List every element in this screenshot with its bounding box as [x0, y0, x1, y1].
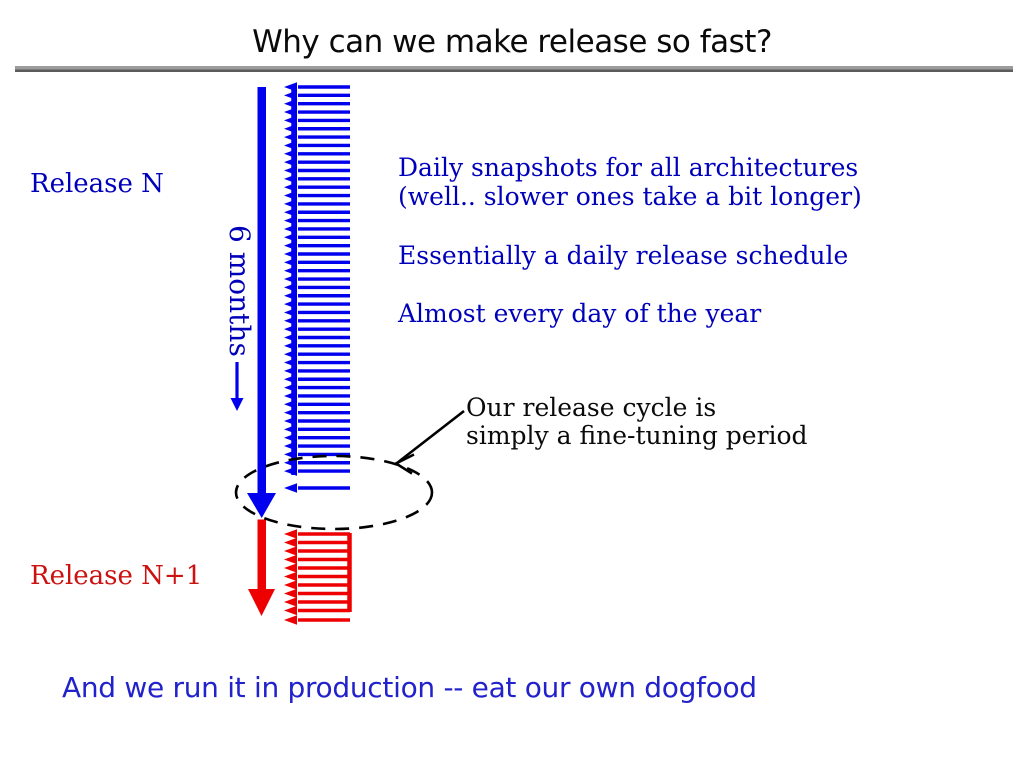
blue-timeline-bar — [257, 87, 266, 494]
snapshot-arrow-head-icon — [284, 307, 297, 318]
snapshot-arrow-head-icon — [284, 274, 297, 284]
snapshot-arrow-head-icon — [284, 324, 297, 334]
snapshot-arrow-head-icon — [284, 597, 297, 607]
release-n-label: Release N — [30, 169, 164, 199]
snapshot-arrow-head-icon — [284, 207, 297, 218]
snapshot-arrow-head-icon — [284, 349, 297, 359]
fine-tuning-callout-line1: Our release cycle is — [466, 393, 717, 422]
release-n-timeline — [247, 82, 350, 518]
snapshot-arrow-head-icon — [284, 571, 297, 582]
note-almost-every-day: Almost every day of the year — [398, 299, 762, 328]
snapshot-arrow-head-icon — [284, 416, 297, 426]
snapshot-arrow-head-icon — [284, 537, 297, 548]
snapshot-arrow-head-icon — [284, 441, 297, 451]
snapshot-arrow-head-icon — [284, 90, 297, 101]
snapshot-arrow-head-icon — [284, 382, 297, 393]
snapshot-arrow-head-icon — [284, 605, 297, 616]
callout-pointer-head-icon — [393, 453, 415, 475]
blue-timeline-arrowhead-icon — [247, 493, 276, 518]
snapshot-arrow-head-icon — [284, 374, 297, 385]
blue-snapshot-arrows — [284, 82, 350, 493]
snapshot-arrow-head-icon — [284, 449, 297, 460]
snapshot-arrow-head-icon — [284, 366, 297, 376]
snapshot-arrow-head-icon — [284, 190, 297, 201]
snapshot-arrow-head-icon — [284, 224, 297, 234]
fine-tuning-callout: Our release cycle is simply a fine-tunin… — [466, 394, 808, 450]
snapshot-arrow-head-icon — [284, 466, 297, 476]
slide-title: Why can we make release so fast? — [252, 24, 772, 60]
snapshot-arrow-head-icon — [284, 563, 297, 573]
release-n1-label: Release N+1 — [30, 561, 203, 591]
snapshot-arrow-head-icon — [284, 132, 297, 142]
snapshot-arrow-head-icon — [284, 257, 297, 268]
snapshot-arrow-head-icon — [284, 554, 297, 565]
red-timeline-arrowhead-icon — [248, 589, 275, 616]
snapshot-arrow-head-icon — [284, 290, 297, 301]
callout-pointer-arrow — [393, 409, 465, 475]
snapshot-arrow-head-icon — [284, 399, 297, 410]
snapshot-arrow-head-icon — [284, 149, 297, 159]
snapshot-arrow-head-icon — [284, 165, 297, 176]
snapshot-arrow-head-icon — [284, 407, 297, 418]
snapshot-arrow-head-icon — [284, 174, 297, 184]
note-daily-snapshots: Daily snapshots for all architectures (w… — [398, 153, 862, 211]
six-months-label: 6 months — [223, 225, 256, 357]
snapshot-arrow-head-icon — [284, 157, 297, 167]
snapshot-arrow-head-icon — [284, 432, 297, 443]
snapshot-arrow-head-icon — [284, 232, 297, 243]
snapshot-arrow-head-icon — [284, 341, 297, 351]
note-daily-snapshots-line1: Daily snapshots for all architectures — [398, 153, 859, 182]
snapshot-arrow-head-icon — [284, 332, 297, 343]
snapshot-arrow-head-icon — [284, 529, 297, 539]
title-divider-line — [15, 66, 1013, 72]
snapshot-arrow-head-icon — [284, 299, 297, 309]
snapshot-arrow-head-icon — [284, 424, 297, 435]
snapshot-arrow-head-icon — [284, 483, 297, 493]
snapshot-arrow-head-icon — [284, 357, 297, 368]
snapshot-arrow-head-icon — [284, 316, 297, 326]
snapshot-arrow-head-icon — [284, 140, 297, 151]
six-months-arrow-icon — [230, 362, 244, 411]
snapshot-arrow-head-icon — [284, 588, 297, 599]
snapshot-arrow-head-icon — [284, 115, 297, 126]
fine-tuning-ellipse — [234, 454, 434, 531]
snapshot-arrow-head-icon — [284, 199, 297, 209]
release-n1-timeline — [248, 519, 352, 625]
snapshot-arrow-head-icon — [284, 182, 297, 192]
snapshot-arrow-head-icon — [284, 615, 297, 625]
snapshot-arrow-head-icon — [284, 391, 297, 401]
snapshot-arrow-head-icon — [284, 580, 297, 590]
snapshot-arrow-head-icon — [284, 98, 297, 109]
fine-tuning-callout-line2: simply a fine-tuning period — [466, 421, 808, 450]
footer-dogfood-text: And we run it in production -- eat our o… — [62, 671, 757, 704]
snapshot-arrow-head-icon — [284, 249, 297, 259]
snapshot-arrow-head-icon — [284, 546, 297, 556]
red-snapshot-arrows — [284, 529, 350, 625]
red-timeline-bar — [257, 519, 266, 591]
note-daily-snapshots-line2: (well.. slower ones take a bit longer) — [398, 182, 862, 211]
snapshot-arrow-head-icon — [284, 282, 297, 293]
snapshot-arrow-head-icon — [284, 215, 297, 226]
snapshot-arrow-head-icon — [284, 82, 297, 92]
callout-pointer-line — [396, 409, 465, 465]
snapshot-arrow-head-icon — [284, 107, 297, 117]
snapshot-arrow-head-icon — [284, 265, 297, 276]
snapshot-arrow-head-icon — [284, 240, 297, 251]
note-daily-release: Essentially a daily release schedule — [398, 241, 849, 270]
snapshot-arrow-head-icon — [284, 123, 297, 134]
